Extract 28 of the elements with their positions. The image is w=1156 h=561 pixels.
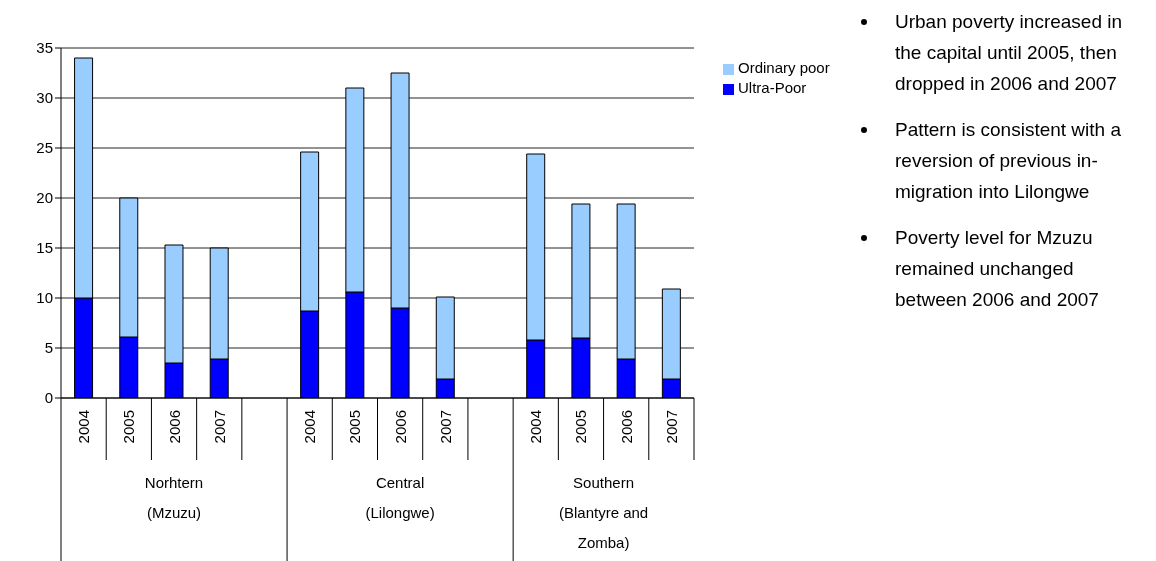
text: Pattern is consistent with a reversion of previous in-migration into Lilongwe	[895, 118, 1122, 204]
y-tick-label: 0	[44, 389, 53, 407]
x-tick-label: 2005	[572, 410, 590, 444]
text: Poverty level for Mzuzu remained unchanged between 2006 and 2007	[895, 226, 1100, 312]
y-tick-label: 25	[36, 139, 53, 157]
legend-label: Ordinary poor	[738, 59, 830, 76]
x-tick-label: 2007	[210, 410, 228, 444]
text: Southern (Blantyre and Zomba)	[557, 473, 650, 553]
x-tick-label: 2007	[662, 410, 680, 444]
y-tick-label: 20	[36, 189, 53, 207]
x-tick-label: 2004	[527, 410, 545, 444]
y-tick-label: 10	[36, 289, 53, 307]
y-tick-label: 35	[36, 39, 53, 57]
x-tick-label: 2006	[391, 410, 409, 444]
x-tick-label: 2006	[617, 410, 635, 444]
text: Urban poverty increased in the capital until 2005, then dropped in 2006 and 2007	[895, 10, 1124, 96]
x-tick-label: 2004	[301, 410, 319, 444]
x-tick-label: 2004	[75, 410, 93, 444]
x-tick-label: 2006	[165, 410, 183, 444]
legend-label: Ultra-Poor	[738, 79, 807, 96]
text: Norhtern (Mzuzu)	[143, 473, 205, 523]
y-tick-label: 5	[44, 339, 53, 357]
x-tick-label: 2007	[436, 410, 454, 444]
y-tick-label: 15	[36, 239, 53, 257]
x-tick-label: 2005	[346, 410, 364, 444]
text: Central (Lilongwe)	[364, 473, 436, 523]
x-tick-label: 2005	[120, 410, 138, 444]
y-tick-label: 30	[36, 89, 53, 107]
